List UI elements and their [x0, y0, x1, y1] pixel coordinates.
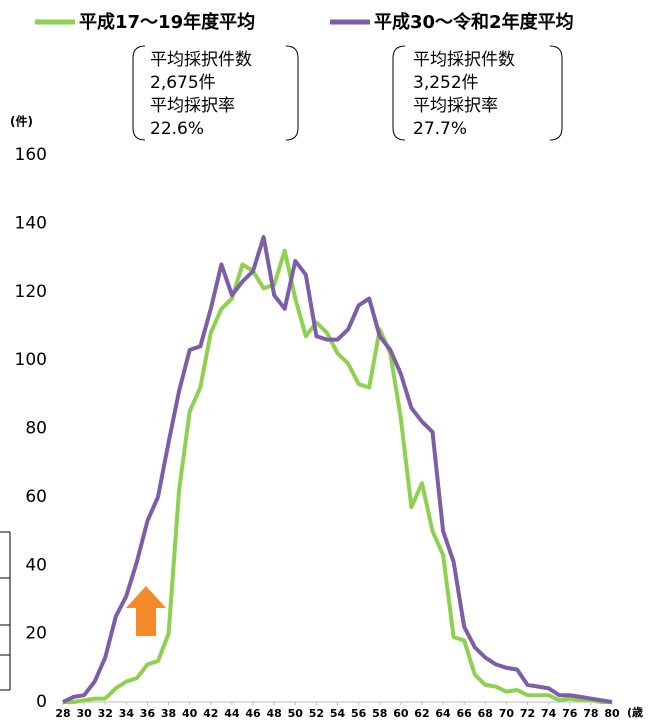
x-tick-label: 48 [266, 707, 281, 720]
y-tick-label: 40 [25, 555, 47, 575]
summary-text: 平均採択件数 [413, 50, 515, 70]
arrow [126, 586, 166, 636]
x-tick-label: 80 [604, 707, 620, 720]
y-tick-label: 80 [25, 419, 47, 439]
x-tick-label: 56 [351, 707, 367, 720]
summary-text: 3,252件 [413, 73, 479, 93]
x-tick-label: 28 [55, 707, 70, 720]
legend-label: 平成30～令和2年度平均 [374, 11, 574, 33]
legend-label: 平成17～19年度平均 [79, 11, 255, 33]
x-tick-label: 74 [541, 707, 557, 720]
x-tick-label: 60 [393, 707, 409, 720]
summary-text: 平均採択率 [413, 96, 498, 116]
x-tick-label: 76 [562, 707, 578, 720]
x-tick-label: 32 [98, 707, 113, 720]
x-tick-label: 58 [372, 707, 387, 720]
x-tick-label: 72 [520, 707, 535, 720]
summary-text: 2,675件 [150, 73, 216, 93]
x-tick-label: 68 [478, 707, 493, 720]
y-tick-label: 0 [36, 692, 47, 712]
summary-text: 22.6% [150, 119, 204, 139]
x-tick-label: 66 [457, 707, 473, 720]
y-axis-label: (件) [10, 114, 33, 129]
y-tick-label: 60 [25, 487, 47, 507]
line-series [62, 235, 613, 704]
summary-text: 27.7% [413, 119, 467, 139]
summary-text: 平均採択率 [150, 96, 235, 116]
y-tick-label: 160 [15, 145, 47, 165]
x-axis-label: (歳 [627, 705, 643, 719]
decor [0, 45, 563, 691]
x-tick-label: 38 [161, 707, 176, 720]
x-tick-label: 30 [76, 707, 92, 720]
x-tick-label: 34 [119, 707, 135, 720]
y-tick-label: 20 [25, 624, 47, 644]
x-tick-label: 44 [224, 707, 240, 720]
line-series [63, 248, 612, 704]
x-tick-label: 50 [288, 707, 304, 720]
x-tick-label: 62 [414, 707, 429, 720]
x-tick-label: 64 [435, 707, 451, 720]
x-tick-label: 54 [330, 707, 346, 720]
x-tick-label: 52 [309, 707, 324, 720]
x-tick-label: 70 [499, 707, 515, 720]
x-tick-label: 40 [182, 707, 198, 720]
summary-text: 平均採択件数 [150, 50, 252, 70]
x-tick-label: 36 [140, 707, 156, 720]
y-tick-label: 140 [15, 213, 47, 233]
x-tick-label: 42 [203, 707, 218, 720]
y-tick-label: 100 [15, 350, 47, 370]
x-tick-label: 78 [583, 707, 598, 720]
y-tick-label: 120 [15, 282, 47, 302]
x-tick-label: 46 [245, 707, 261, 720]
